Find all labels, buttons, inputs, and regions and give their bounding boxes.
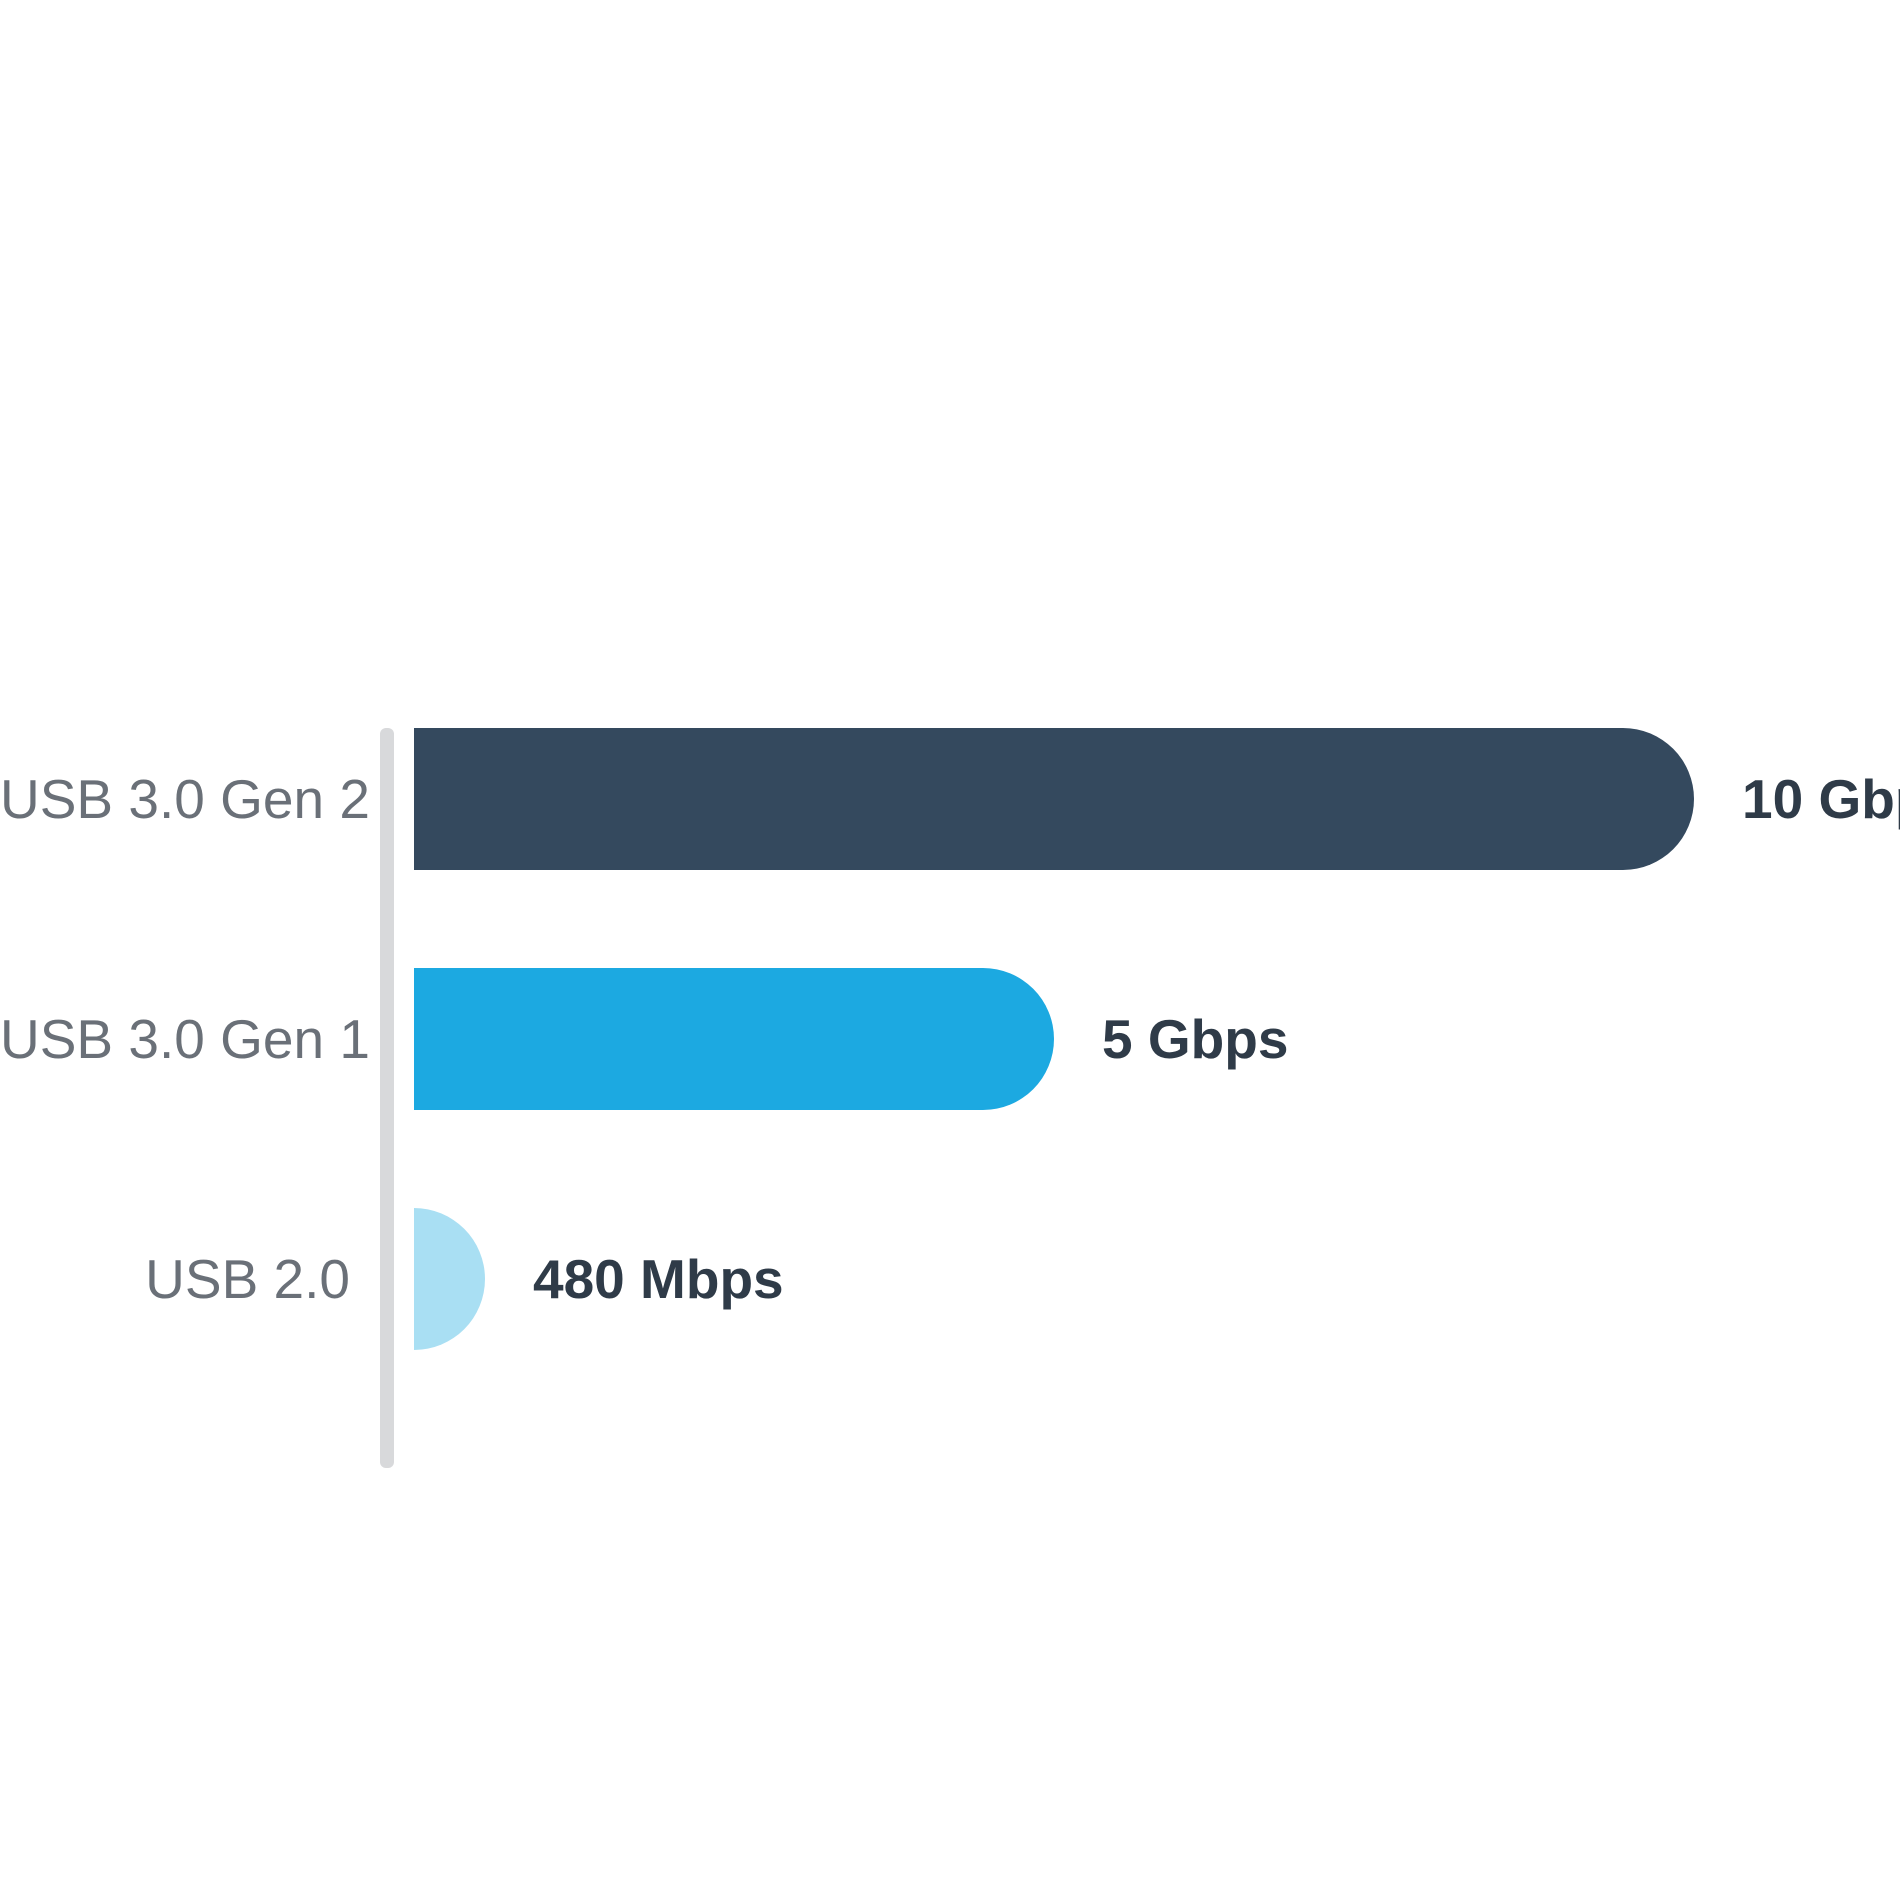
category-label: USB 3.0 Gen 1 <box>0 1007 350 1071</box>
category-label: USB 2.0 <box>0 1247 350 1311</box>
bar-row: USB 3.0 Gen 1 5 Gbps <box>0 968 1288 1110</box>
bar <box>414 1208 485 1350</box>
bar-row: USB 3.0 Gen 2 10 Gbps <box>0 728 1900 870</box>
value-label: 5 Gbps <box>1102 1007 1288 1071</box>
value-label: 10 Gbps <box>1742 767 1900 831</box>
bar <box>414 728 1694 870</box>
value-label: 480 Mbps <box>533 1247 784 1311</box>
category-label: USB 3.0 Gen 2 <box>0 767 350 831</box>
bar <box>414 968 1054 1110</box>
bar-row: USB 2.0 480 Mbps <box>0 1208 784 1350</box>
